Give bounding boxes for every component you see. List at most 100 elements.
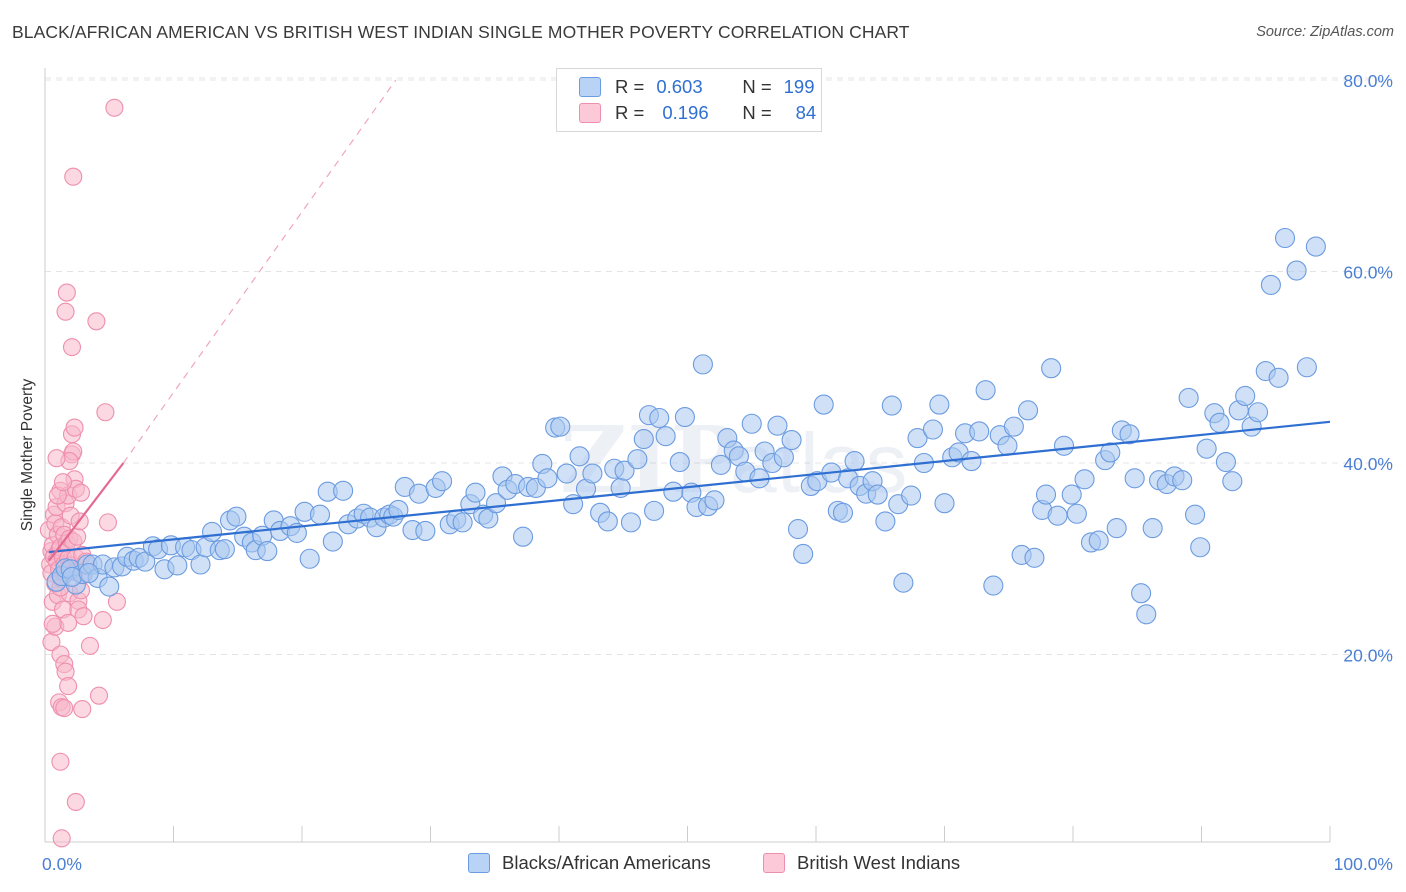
data-point-blacks — [1190, 537, 1211, 558]
data-point-bwi — [66, 792, 85, 812]
chart-title: BLACK/AFRICAN AMERICAN VS BRITISH WEST I… — [12, 22, 910, 42]
data-point-blacks — [1003, 416, 1024, 437]
data-point-blacks — [1119, 424, 1140, 445]
data-point-bwi — [80, 636, 100, 655]
data-point-blacks — [929, 394, 950, 415]
blue-swatch — [579, 77, 601, 97]
trend-line-blacks — [48, 420, 1331, 554]
data-point-blacks — [1268, 367, 1289, 388]
data-point-bwi — [56, 302, 75, 321]
data-point-bwi — [43, 614, 62, 633]
data-point-blacks — [674, 406, 695, 428]
data-point-blacks — [813, 394, 834, 415]
data-point-blacks — [922, 419, 943, 440]
pink-r-value: 0.196 — [662, 102, 709, 123]
data-point-blacks — [1017, 400, 1039, 421]
data-point-blacks — [620, 512, 642, 533]
data-point-blacks — [741, 413, 762, 434]
data-point-bwi — [51, 752, 70, 771]
x-tick-label: 100.0% — [1334, 854, 1393, 874]
data-point-blacks — [881, 395, 902, 416]
data-point-bwi — [87, 312, 106, 331]
trend-line-bwi — [47, 462, 125, 562]
data-point-blacks — [309, 504, 331, 525]
data-point-blacks — [1178, 387, 1199, 408]
data-point-blacks — [1274, 227, 1296, 249]
data-point-blacks — [1209, 412, 1230, 433]
gridlines — [45, 77, 1392, 655]
data-point-blacks — [1296, 357, 1317, 378]
data-point-blacks — [649, 407, 670, 429]
data-point-blacks — [190, 554, 211, 575]
data-point-blacks — [832, 502, 854, 523]
data-point-bwi — [74, 607, 93, 626]
data-point-blacks — [582, 463, 603, 484]
data-point-blacks — [1035, 484, 1057, 505]
source-label: Source: ZipAtlas.com — [1256, 24, 1394, 40]
data-point-blacks — [663, 481, 684, 502]
data-point-bwi — [98, 513, 118, 532]
data-point-blacks — [1142, 518, 1163, 539]
data-point-blacks — [773, 447, 794, 468]
data-point-blacks — [961, 451, 982, 472]
data-point-blacks — [627, 449, 648, 470]
blue-series — [46, 227, 1326, 625]
data-point-blacks — [408, 483, 429, 504]
legend-label-bwi: British West Indians — [797, 852, 961, 873]
data-point-blacks — [1235, 385, 1256, 407]
data-point-blacks — [597, 511, 618, 532]
tick-labels: 20.0% 40.0% 60.0% 80.0% 0.0% 100.0% — [42, 71, 1393, 874]
data-point-blacks — [997, 435, 1018, 456]
data-point-blacks — [1041, 358, 1062, 379]
data-point-bwi — [96, 403, 115, 422]
data-point-bwi — [55, 699, 74, 718]
y-tick-label: 40.0% — [1343, 454, 1393, 474]
data-point-bwi — [64, 167, 83, 186]
data-point-blacks — [99, 576, 120, 597]
data-point-bwi — [105, 98, 124, 117]
data-point-blacks — [975, 380, 996, 401]
data-point-blacks — [1131, 583, 1152, 604]
data-point-bwi — [73, 700, 92, 719]
data-point-blacks — [1024, 547, 1045, 568]
blue-n-label: N = — [742, 76, 772, 97]
data-point-blacks — [1286, 260, 1307, 281]
data-point-blacks — [1074, 469, 1095, 490]
legend-item-bwi: British West Indians — [763, 852, 960, 874]
data-point-bwi — [47, 449, 66, 468]
data-point-blacks — [767, 415, 788, 436]
data-point-blacks — [512, 526, 534, 547]
data-point-blacks — [1106, 518, 1127, 539]
data-point-bwi — [57, 283, 76, 302]
y-tick-label: 20.0% — [1343, 646, 1393, 666]
x-tick-label: 0.0% — [42, 854, 82, 874]
data-point-blacks — [1185, 504, 1206, 525]
data-point-bwi — [107, 592, 127, 611]
blue-n-value: 199 — [783, 76, 815, 97]
data-point-blacks — [644, 500, 665, 521]
data-point-blacks — [793, 543, 814, 565]
data-point-blacks — [214, 539, 235, 560]
legend-swatch-blue — [468, 853, 490, 873]
data-point-blacks — [415, 520, 436, 542]
y-tick-label: 80.0% — [1343, 71, 1393, 91]
data-point-blacks — [1088, 530, 1109, 551]
legend-item-blacks: Blacks/African Americans — [468, 852, 711, 874]
data-point-blacks — [844, 451, 865, 472]
trend-extension-bwi — [122, 79, 397, 464]
pink-swatch — [579, 103, 601, 123]
pink-n-label: N = — [742, 102, 772, 123]
data-point-blacks — [61, 566, 83, 587]
data-point-blacks — [1215, 451, 1236, 473]
blue-r-label: R = — [615, 76, 645, 97]
data-point-blacks — [633, 429, 654, 450]
data-point-blacks — [550, 416, 571, 437]
data-point-bwi — [59, 677, 78, 696]
data-point-blacks — [614, 460, 635, 481]
data-point-bwi — [89, 686, 109, 705]
y-tick-label: 60.0% — [1343, 263, 1393, 283]
data-point-blacks — [669, 451, 690, 473]
data-point-blacks — [1100, 442, 1121, 463]
data-point-blacks — [1247, 402, 1269, 423]
data-point-bwi — [52, 829, 71, 848]
